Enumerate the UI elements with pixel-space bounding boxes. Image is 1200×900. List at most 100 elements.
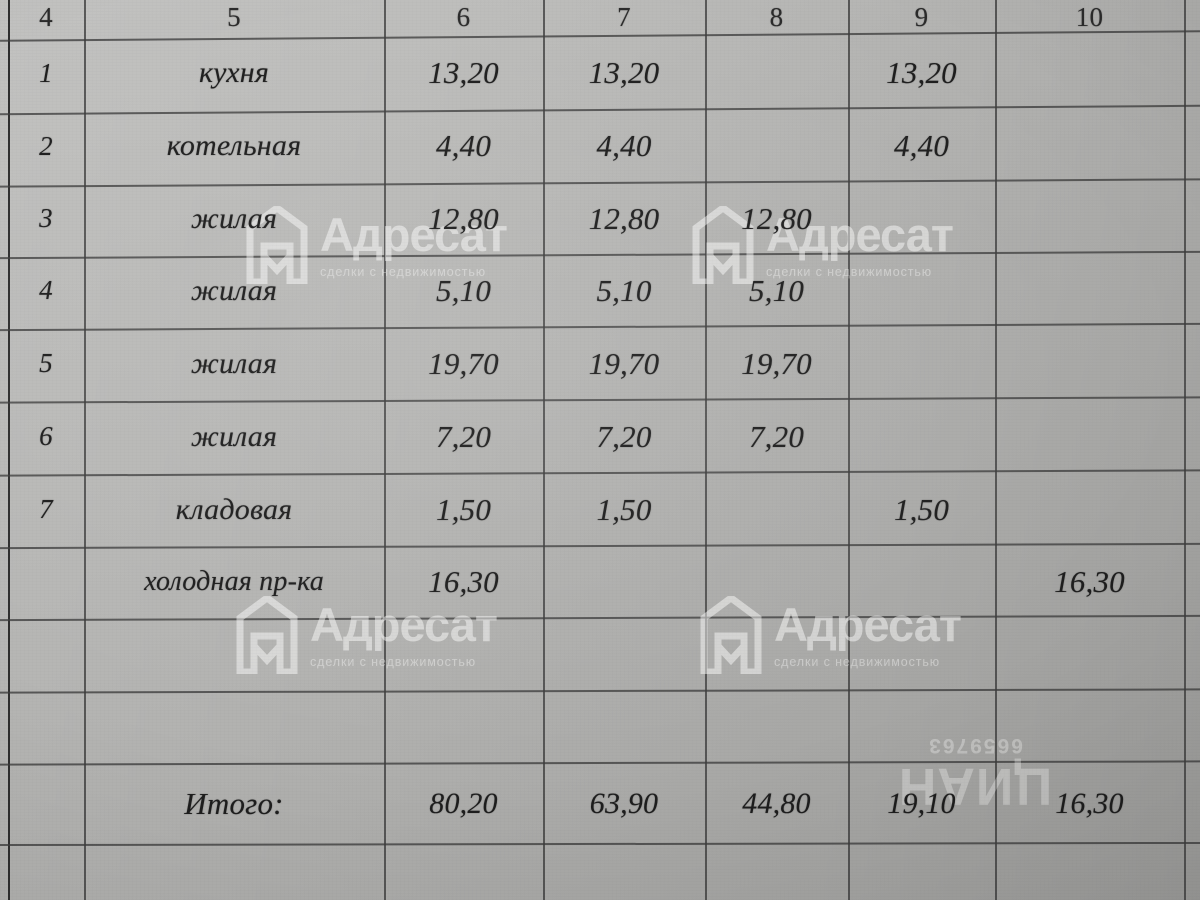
grid-hline-r6-bottom	[0, 469, 1200, 477]
table-row-name: жилая	[190, 273, 278, 307]
table-row-index	[8, 549, 84, 614]
table-cell-col8: 7,20	[748, 418, 805, 454]
grid-vline-col6-right	[543, 0, 545, 900]
table-cell-col8: 5,10	[748, 272, 805, 308]
table-cell-col7	[543, 622, 705, 687]
table-cell-col6: 1,50	[435, 491, 492, 527]
table-row-index: 7	[39, 494, 53, 524]
total-cell-col7: 63,90	[589, 786, 659, 820]
table-cell-col9: 4,40	[893, 128, 950, 163]
table-row-index: 4	[39, 275, 53, 305]
table-cell-col6	[384, 622, 543, 687]
table-row-name: жилая	[190, 201, 278, 235]
grid-hline-r8-bottom	[0, 614, 1200, 622]
table-cell-col8: 12,80	[741, 200, 812, 236]
table-cell-col6: 12,80	[428, 200, 499, 236]
table-header-col-9: 9	[914, 1, 929, 32]
table-row-name: котельная	[166, 129, 302, 162]
table-cell-col9	[848, 549, 995, 614]
table-row-name: холодная пр-ка	[144, 565, 324, 597]
table-cell-col10	[995, 694, 1184, 759]
grid-hline-r10-bottom	[0, 760, 1200, 766]
table-cell-col10	[995, 477, 1184, 542]
table-cell-col10	[995, 113, 1184, 179]
table-row-name	[84, 622, 384, 687]
table-cell-col8: 19,70	[741, 345, 812, 381]
table-cell-col7: 4,40	[596, 128, 652, 163]
table-cell-col6: 16,30	[428, 563, 499, 599]
table-cell-col8	[705, 694, 848, 759]
table-header-col-5: 5	[227, 1, 241, 32]
table-cell-col8	[705, 549, 848, 614]
table-row-index: 3	[39, 203, 53, 233]
table-row-name: кухня	[198, 56, 270, 89]
grid-vline-col4-right	[84, 0, 86, 900]
table-cell-col7: 1,50	[596, 491, 652, 527]
table-row-index: 1	[39, 57, 53, 88]
grid-vline-col8-right	[848, 0, 850, 900]
table-cell-col10	[995, 40, 1184, 106]
table-cell-col10: 16,30	[1054, 563, 1125, 599]
table-cell-col10	[995, 622, 1184, 687]
grid-vline-left-edge	[8, 0, 10, 900]
table-row-index	[8, 694, 84, 759]
table-cell-col6	[384, 694, 543, 759]
table-header-col-6: 6	[456, 1, 471, 32]
table-cell-col6: 7,20	[435, 418, 492, 454]
table-row-index: 5	[39, 348, 53, 378]
table-cell-col6: 19,70	[428, 345, 499, 381]
table-cell-col8	[705, 622, 848, 687]
grid-vline-col7-right	[705, 0, 707, 900]
table-cell-col7: 13,20	[588, 55, 660, 90]
table-cell-col9	[848, 694, 995, 759]
table-cell-col9: 1,50	[893, 491, 950, 527]
table-cell-col10	[995, 404, 1184, 469]
grid-hline-total-bottom	[0, 841, 1200, 847]
table-cell-col10	[995, 258, 1184, 323]
table-row-index	[8, 622, 84, 687]
total-label: Итого:	[184, 785, 284, 821]
grid-hline-r4-bottom	[0, 322, 1200, 332]
total-cell-col10: 16,30	[1055, 786, 1124, 820]
grid-vline-col5-right	[384, 0, 386, 900]
table-row-index: 2	[39, 130, 53, 161]
table-row-name: жилая	[190, 419, 278, 453]
total-row-index	[8, 766, 84, 841]
table-cell-col7: 12,80	[588, 200, 660, 236]
table-cell-col7	[543, 549, 705, 614]
table-row-index: 6	[39, 421, 53, 451]
table-cell-col6: 13,20	[428, 55, 499, 90]
total-cell-col8: 44,80	[742, 786, 811, 820]
table-cell-col6: 5,10	[435, 272, 492, 308]
table-cell-col9	[848, 622, 995, 687]
table-cell-col7: 7,20	[596, 418, 652, 454]
table-cell-col9	[848, 258, 995, 323]
total-cell-col9: 19,10	[887, 786, 956, 820]
table-header-col-10: 10	[1075, 1, 1104, 32]
total-cell-col6: 80,20	[429, 786, 498, 820]
table-row-name: кладовая	[175, 492, 293, 526]
grid-hline-r5-bottom	[0, 396, 1200, 404]
table-row-name	[84, 694, 384, 759]
grid-vline-col10-right	[1184, 0, 1186, 900]
table-cell-col7	[543, 694, 705, 759]
table-header-col-7: 7	[617, 1, 631, 32]
table-cell-col10	[995, 186, 1184, 251]
table-row-name: жилая	[190, 346, 278, 380]
table-cell-col6: 4,40	[435, 128, 492, 163]
table-cell-col7: 19,70	[588, 345, 660, 381]
table-cell-col9	[848, 404, 995, 469]
table-cell-col8	[705, 113, 848, 179]
table-cell-col8	[705, 477, 848, 542]
table-cell-col9	[848, 331, 995, 396]
table-cell-col9	[848, 186, 995, 251]
table-cell-col9: 13,20	[886, 55, 957, 90]
table-header-col-4: 4	[39, 1, 53, 32]
table-header-col-8: 8	[769, 1, 784, 32]
grid-vline-col9-right	[995, 0, 997, 900]
table-cell-col8	[705, 40, 848, 106]
table-cell-col10	[995, 331, 1184, 396]
grid-hline-r9-bottom	[0, 688, 1200, 694]
